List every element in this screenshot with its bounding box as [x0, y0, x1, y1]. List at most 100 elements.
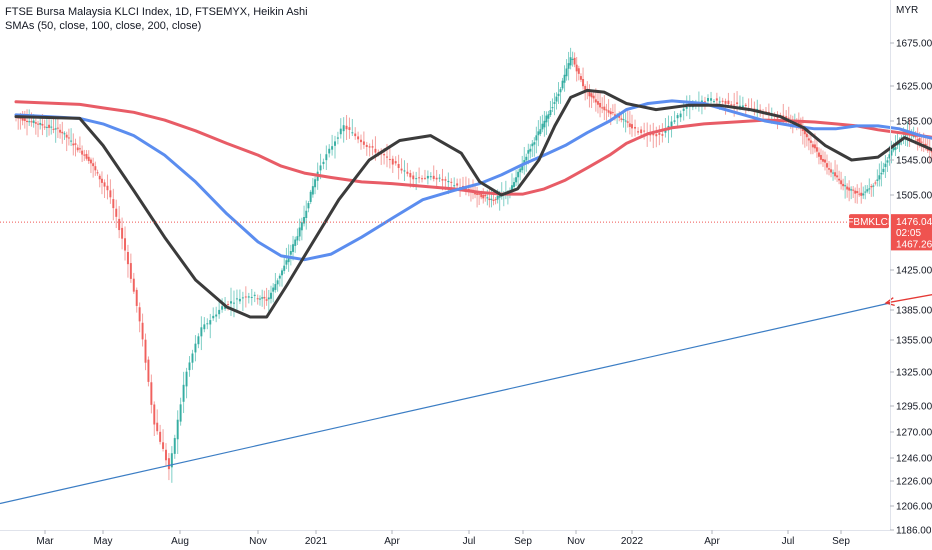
- candle-body: [571, 58, 574, 60]
- candle-body: [276, 280, 279, 285]
- candle-body: [374, 148, 377, 153]
- candle-body: [634, 126, 637, 129]
- candle-body: [371, 146, 374, 148]
- candle-body: [403, 170, 406, 172]
- candle-body: [34, 122, 37, 124]
- candle-body: [805, 133, 808, 138]
- candle-body: [444, 179, 447, 181]
- candle-body: [98, 175, 101, 180]
- candle-body: [305, 210, 308, 218]
- candle-body: [813, 144, 816, 149]
- support-trendline[interactable]: [0, 302, 891, 505]
- candle-body: [733, 104, 736, 106]
- chart-title: FTSE Bursa Malaysia KLCI Index, 1D, FTSE…: [5, 6, 308, 18]
- candle-body: [926, 148, 929, 151]
- candle-body: [206, 323, 209, 325]
- candle-body: [87, 156, 90, 162]
- candle-body: [96, 172, 99, 174]
- candle-body: [307, 203, 310, 209]
- candle-body: [203, 324, 206, 330]
- x-tick-label: Nov: [249, 536, 267, 547]
- y-tick-label: 1385.00: [896, 306, 932, 317]
- candle-body: [676, 115, 679, 119]
- candle-body: [303, 217, 306, 224]
- candle-body: [715, 98, 718, 101]
- candle-body: [156, 422, 159, 432]
- x-tick-label: Mar: [36, 536, 54, 547]
- candle-body: [153, 404, 156, 425]
- candle-body: [23, 118, 26, 121]
- candle-body: [30, 121, 33, 123]
- candle-body: [703, 101, 706, 103]
- candle-body: [482, 194, 485, 199]
- candle-body: [826, 163, 829, 168]
- candle-body: [391, 158, 394, 165]
- candle-body: [314, 179, 317, 188]
- candle-body: [269, 292, 272, 299]
- candle-body: [39, 122, 42, 125]
- candle-body: [563, 74, 566, 83]
- candle-body: [418, 177, 421, 179]
- y-tick-label: 1295.00: [896, 402, 932, 413]
- candle-body: [167, 458, 170, 470]
- candle-body: [309, 191, 312, 202]
- sma-value-tag: [891, 237, 932, 251]
- candle-body: [880, 172, 883, 175]
- y-tick-label: 1505.00: [896, 191, 932, 202]
- candle-body: [661, 134, 664, 136]
- candle-body: [611, 112, 614, 114]
- x-tick-label: 2021: [305, 536, 328, 547]
- candle-body: [76, 147, 79, 151]
- candle-body: [368, 146, 371, 148]
- candle-body: [227, 303, 230, 305]
- time-axis[interactable]: Mar May Aug Nov 2021 Apr Jul Sep Nov 2022 Apr Jul Se…: [0, 530, 890, 547]
- chart-header: FTSE Bursa Malaysia KLCI Index, 1D, FTSE…: [5, 5, 308, 33]
- candle-body: [840, 180, 843, 185]
- candle-body: [185, 371, 188, 387]
- candle-body: [92, 163, 95, 167]
- countdown-label: 02:05: [896, 228, 921, 239]
- candle-body: [339, 128, 342, 135]
- price-axis[interactable]: MYR 1675.00 1625.00 1585.00 1545.00 1505.00 1…: [890, 0, 932, 537]
- candle-body: [72, 143, 75, 146]
- candle-body: [712, 101, 715, 103]
- candle-body: [283, 265, 286, 271]
- candle-body: [164, 449, 167, 461]
- candle-body: [555, 96, 558, 102]
- candle-body: [423, 177, 426, 179]
- candle-body: [515, 177, 518, 183]
- candle-body: [362, 141, 365, 145]
- candle-body: [523, 160, 526, 164]
- candle-body: [89, 159, 92, 164]
- candle-body: [129, 263, 132, 279]
- candle-body: [527, 150, 530, 154]
- x-tick-label: Sep: [514, 536, 532, 547]
- candle-body: [138, 307, 141, 322]
- candle-body: [334, 141, 336, 146]
- candle-body: [862, 193, 865, 196]
- candle-body: [844, 185, 847, 187]
- candle-body: [28, 121, 31, 123]
- y-tick-label: 1186.00: [896, 526, 932, 537]
- candle-body: [272, 287, 275, 292]
- candle-body: [126, 251, 129, 265]
- candle-body: [388, 159, 391, 161]
- candle-body: [447, 180, 450, 183]
- candle-body: [478, 193, 481, 195]
- candle-body: [480, 193, 483, 198]
- candle-body: [421, 178, 424, 180]
- candle-body: [118, 218, 121, 231]
- y-tick-label: 1206.00: [896, 502, 932, 513]
- candle-body: [484, 194, 487, 197]
- candle-body: [832, 172, 835, 174]
- candle-body: [626, 121, 629, 123]
- candle-body: [607, 110, 610, 113]
- candle-body: [285, 260, 288, 265]
- candle-body: [856, 191, 859, 194]
- candle-body: [247, 296, 250, 298]
- candle-body: [41, 124, 44, 126]
- candle-body: [803, 129, 806, 135]
- candle-body: [281, 270, 284, 276]
- candle-body: [569, 57, 572, 66]
